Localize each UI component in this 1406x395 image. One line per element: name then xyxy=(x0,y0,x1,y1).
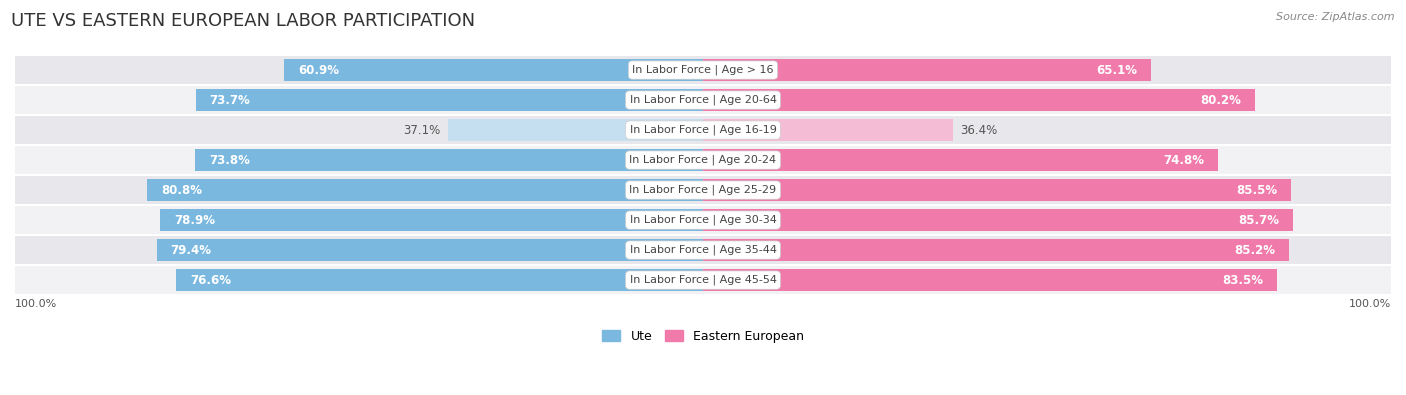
Text: 79.4%: 79.4% xyxy=(170,244,211,257)
Text: 80.2%: 80.2% xyxy=(1201,94,1241,107)
Text: In Labor Force | Age > 16: In Labor Force | Age > 16 xyxy=(633,65,773,75)
Legend: Ute, Eastern European: Ute, Eastern European xyxy=(596,325,810,348)
Text: In Labor Force | Age 20-24: In Labor Force | Age 20-24 xyxy=(630,155,776,166)
Bar xyxy=(15,115,1391,145)
Text: 74.8%: 74.8% xyxy=(1163,154,1204,167)
Bar xyxy=(15,85,1391,115)
Text: 37.1%: 37.1% xyxy=(404,124,441,137)
Bar xyxy=(703,179,1291,201)
Bar xyxy=(703,149,1218,171)
Text: 83.5%: 83.5% xyxy=(1223,274,1264,287)
Text: In Labor Force | Age 25-29: In Labor Force | Age 25-29 xyxy=(630,185,776,195)
Bar xyxy=(195,89,703,111)
Text: 85.7%: 85.7% xyxy=(1237,214,1279,227)
Bar xyxy=(703,119,953,141)
Bar xyxy=(447,119,703,141)
Bar xyxy=(15,175,1391,205)
Bar xyxy=(15,205,1391,235)
Bar xyxy=(703,269,1278,291)
Bar xyxy=(284,59,703,81)
Bar xyxy=(15,265,1391,295)
Text: UTE VS EASTERN EUROPEAN LABOR PARTICIPATION: UTE VS EASTERN EUROPEAN LABOR PARTICIPAT… xyxy=(11,12,475,30)
Bar xyxy=(195,149,703,171)
Bar xyxy=(176,269,703,291)
Text: Source: ZipAtlas.com: Source: ZipAtlas.com xyxy=(1277,12,1395,22)
Bar xyxy=(703,239,1289,261)
Text: 85.5%: 85.5% xyxy=(1236,184,1278,197)
Bar xyxy=(148,179,703,201)
Bar xyxy=(160,209,703,231)
Text: 100.0%: 100.0% xyxy=(1348,299,1391,308)
Text: In Labor Force | Age 45-54: In Labor Force | Age 45-54 xyxy=(630,275,776,285)
Text: 76.6%: 76.6% xyxy=(190,274,231,287)
Bar xyxy=(15,55,1391,85)
Bar xyxy=(15,235,1391,265)
Bar xyxy=(703,59,1152,81)
Bar xyxy=(703,89,1254,111)
Text: In Labor Force | Age 30-34: In Labor Force | Age 30-34 xyxy=(630,215,776,225)
Text: 78.9%: 78.9% xyxy=(174,214,215,227)
Text: 65.1%: 65.1% xyxy=(1097,64,1137,77)
Text: 36.4%: 36.4% xyxy=(960,124,998,137)
Text: 85.2%: 85.2% xyxy=(1234,244,1275,257)
Text: 80.8%: 80.8% xyxy=(160,184,202,197)
Text: In Labor Force | Age 20-64: In Labor Force | Age 20-64 xyxy=(630,95,776,105)
Bar xyxy=(703,209,1292,231)
Bar xyxy=(156,239,703,261)
Text: 73.7%: 73.7% xyxy=(209,94,250,107)
Text: 60.9%: 60.9% xyxy=(298,64,339,77)
Bar xyxy=(15,145,1391,175)
Text: 73.8%: 73.8% xyxy=(209,154,250,167)
Text: In Labor Force | Age 16-19: In Labor Force | Age 16-19 xyxy=(630,125,776,135)
Text: In Labor Force | Age 35-44: In Labor Force | Age 35-44 xyxy=(630,245,776,255)
Text: 100.0%: 100.0% xyxy=(15,299,58,308)
